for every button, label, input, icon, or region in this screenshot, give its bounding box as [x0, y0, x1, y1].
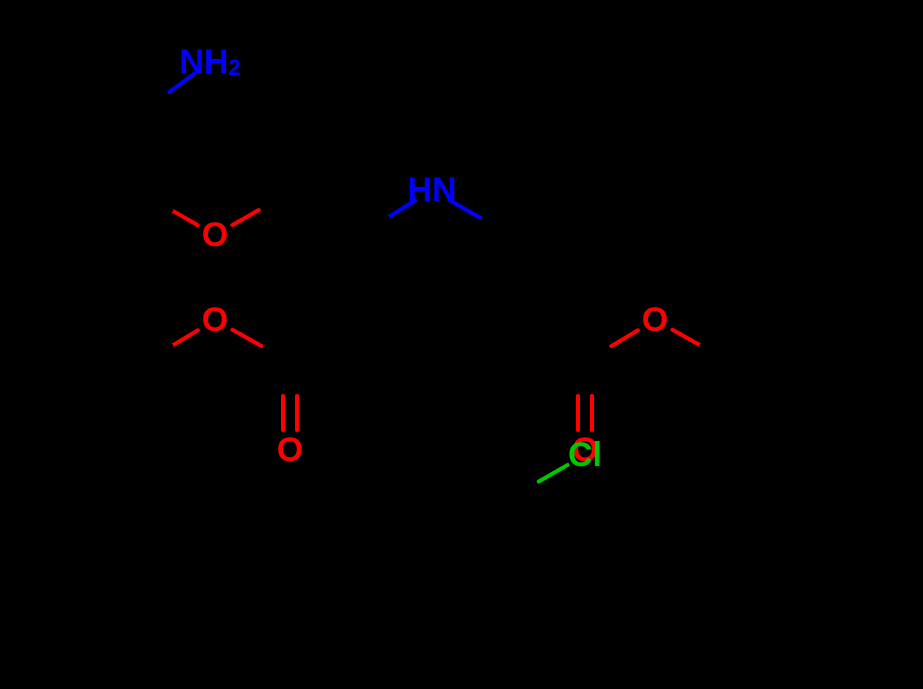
- bond: [80, 320, 113, 341]
- atom-label-n_ring: HN: [407, 171, 456, 209]
- bond: [261, 346, 290, 362]
- bond: [396, 343, 432, 366]
- bond: [510, 215, 548, 235]
- bond: [145, 195, 171, 210]
- bond: [232, 210, 258, 225]
- molecule-diagram: HNONH2OOOOCl: [0, 0, 923, 689]
- bond: [480, 217, 510, 235]
- bond: [325, 320, 360, 341]
- bond: [548, 341, 586, 362]
- bond: [471, 320, 510, 343]
- atom-label-o2a: O: [202, 216, 228, 254]
- bond: [323, 215, 361, 235]
- bond: [171, 210, 197, 225]
- bond: [290, 341, 325, 362]
- bond: [585, 346, 611, 362]
- bond: [113, 341, 146, 362]
- bond: [611, 330, 637, 346]
- bond: [701, 346, 730, 362]
- atom-label-o5s: O: [642, 301, 668, 339]
- bond: [510, 320, 548, 341]
- atom-label-o3s: O: [202, 301, 228, 339]
- bond: [548, 195, 586, 215]
- bond: [145, 92, 169, 110]
- bond: [232, 330, 261, 346]
- bond: [360, 218, 388, 235]
- bond: [285, 195, 323, 215]
- bond: [171, 330, 197, 346]
- bond: [145, 346, 171, 362]
- bond: [360, 320, 396, 343]
- bond: [672, 330, 701, 346]
- bond: [259, 195, 285, 210]
- atom-label-n_amine: NH2: [179, 43, 240, 81]
- atom-label-cl: Cl: [568, 436, 602, 474]
- bond: [432, 343, 471, 366]
- bond: [357, 475, 395, 498]
- bond: [539, 465, 568, 482]
- bond: [510, 481, 539, 498]
- bond: [395, 608, 433, 631]
- atom-label-o3d: O: [277, 431, 303, 469]
- bond: [395, 452, 433, 475]
- bond: [357, 585, 395, 608]
